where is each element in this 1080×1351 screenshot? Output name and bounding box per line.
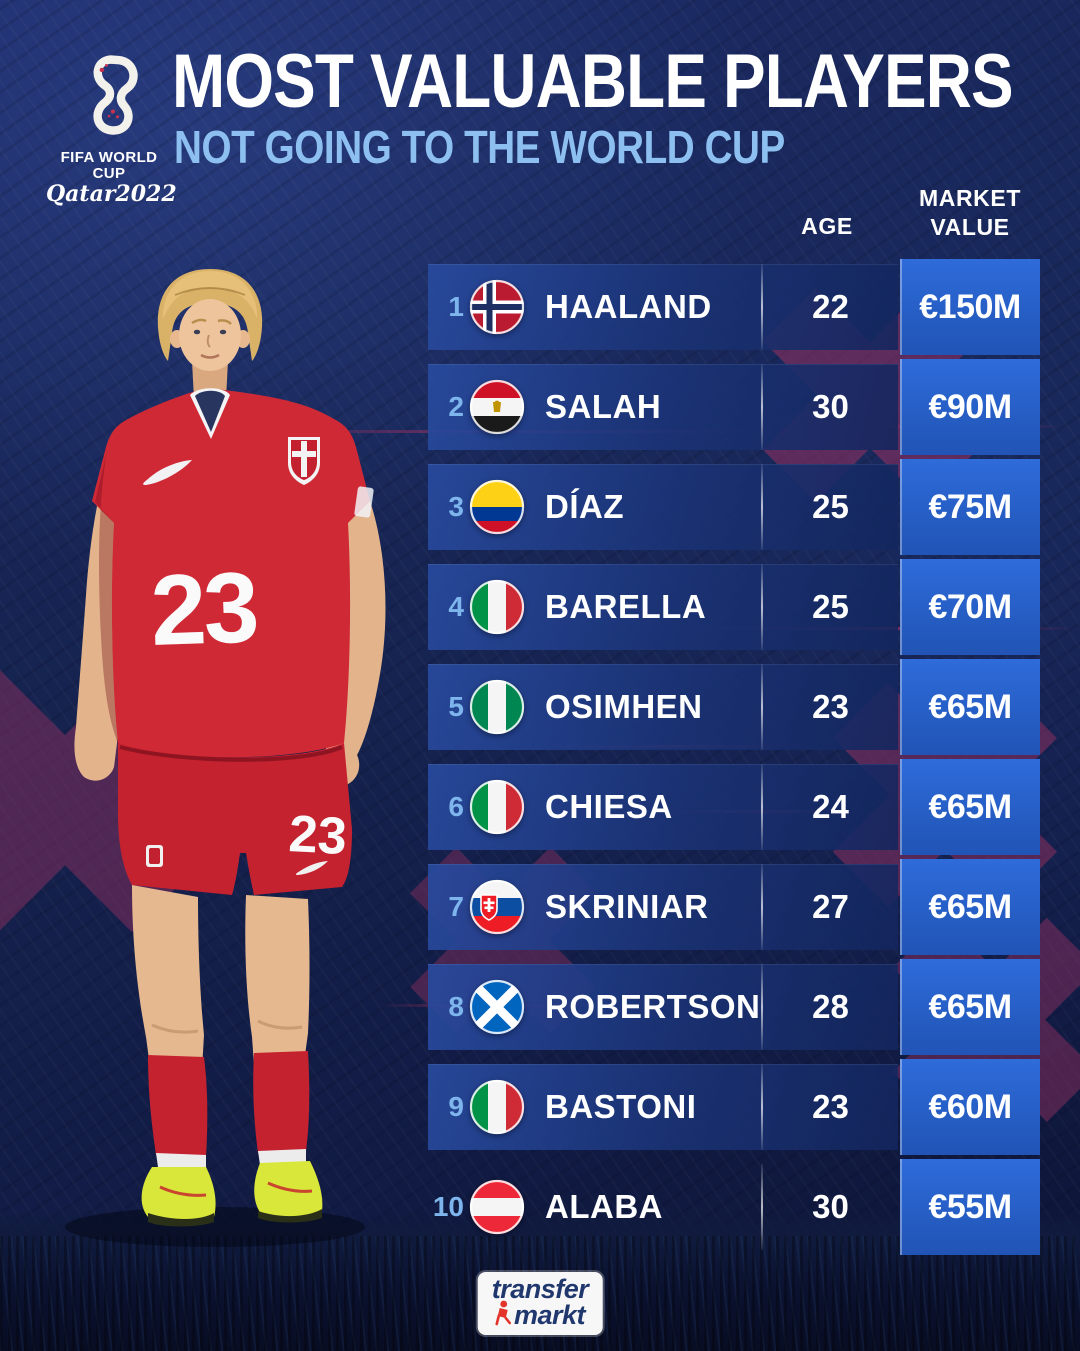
age-value: 23 xyxy=(812,688,849,725)
fifa-world-cup-logo: FIFA WORLD CUP Qatar2022 xyxy=(46,38,177,207)
market-value: €55M xyxy=(928,1187,1012,1226)
brand-word-markt: markt xyxy=(513,1299,586,1330)
rank-label: 10 xyxy=(432,1191,464,1222)
column-header-market-value: MARKET VALUE xyxy=(878,184,1062,242)
column-divider xyxy=(761,564,763,650)
market-value-cell: €65M xyxy=(900,859,1040,955)
table-row: 5 OSIMHEN 23 €65M xyxy=(0,659,1080,755)
page-title: MOST VALUABLE PLAYERS xyxy=(172,39,1014,124)
rank-label: 6 xyxy=(448,791,464,822)
age-value: 24 xyxy=(812,788,849,825)
player-name: BARELLA xyxy=(545,588,707,625)
table-row: 9 BASTONI 23 €60M xyxy=(0,1059,1080,1155)
italy-flag-icon xyxy=(469,579,525,635)
market-value-cell: €90M xyxy=(900,359,1040,455)
market-value-cell: €65M xyxy=(900,759,1040,855)
age-value: 28 xyxy=(812,988,849,1025)
italy-flag-icon xyxy=(469,779,525,835)
market-value: €90M xyxy=(928,387,1012,426)
age-value: 25 xyxy=(812,588,849,625)
column-divider xyxy=(761,1064,763,1150)
market-value: €60M xyxy=(928,1087,1012,1126)
qatar-2022-label: Qatar2022 xyxy=(46,180,177,207)
player-name: HAALAND xyxy=(545,288,712,325)
player-name: DÍAZ xyxy=(545,488,624,525)
rank-label: 3 xyxy=(448,491,464,522)
rank-label: 9 xyxy=(448,1091,464,1122)
age-value: 30 xyxy=(812,1188,849,1225)
player-name: SKRINIAR xyxy=(545,888,709,925)
jersey-number-chest: 23 xyxy=(149,551,258,667)
market-value: €65M xyxy=(928,887,1012,926)
age-value: 23 xyxy=(812,1088,849,1125)
qatar-2022-emblem-icon xyxy=(93,55,138,135)
player-name: ALABA xyxy=(545,1188,663,1225)
market-value-cell: €60M xyxy=(900,1059,1040,1155)
fifa-world-cup-label: FIFA WORLD CUP xyxy=(60,149,158,182)
egypt-flag-icon xyxy=(469,379,525,435)
nigeria-flag-icon xyxy=(469,679,525,735)
market-value: €65M xyxy=(928,687,1012,726)
market-value: €65M xyxy=(928,987,1012,1026)
age-value: 22 xyxy=(812,288,849,325)
market-value-cell: €150M xyxy=(900,259,1040,355)
page-subtitle: NOT GOING TO THE WORLD CUP xyxy=(174,121,785,173)
column-divider xyxy=(761,664,763,750)
market-value-cell: €65M xyxy=(900,959,1040,1055)
age-value: 27 xyxy=(812,888,849,925)
market-value-cell: €65M xyxy=(900,659,1040,755)
italy-flag-icon xyxy=(469,1079,525,1135)
haaland-player-image: 23 23 xyxy=(65,269,386,1247)
column-divider xyxy=(761,764,763,850)
age-value: 30 xyxy=(812,388,849,425)
value-label: VALUE xyxy=(930,213,1010,240)
rank-label: 7 xyxy=(448,891,464,922)
table-row: 6 CHIESA 24 €65M xyxy=(0,759,1080,855)
player-name: ROBERTSON xyxy=(545,988,761,1025)
table-row: 8 ROBERTSON 28 €65M xyxy=(0,959,1080,1055)
age-value: 25 xyxy=(812,488,849,525)
market-label: MARKET xyxy=(919,185,1021,211)
austria-flag-icon xyxy=(469,1179,525,1235)
table-row: 1 HAALAND 22 €150M xyxy=(0,259,1080,355)
market-value-cell: €55M xyxy=(900,1159,1040,1255)
table-row: 4 BARELLA 25 €70M xyxy=(0,559,1080,655)
player-name: BASTONI xyxy=(545,1088,697,1125)
table-row: 10 ALABA 30 €55M xyxy=(0,1159,1080,1255)
transfermarkt-player-icon xyxy=(495,1301,512,1326)
column-divider xyxy=(761,964,763,1050)
column-divider xyxy=(761,864,763,950)
transfermarkt-logo: transfer markt xyxy=(477,1272,603,1336)
player-name: SALAH xyxy=(545,388,662,425)
market-value: €75M xyxy=(928,487,1012,526)
market-value: €65M xyxy=(928,787,1012,826)
column-divider xyxy=(761,464,763,550)
table-row: 3 DÍAZ 25 €75M xyxy=(0,459,1080,555)
column-divider xyxy=(761,264,763,350)
player-name: CHIESA xyxy=(545,788,673,825)
rank-label: 5 xyxy=(448,691,464,722)
jersey-number-shorts: 23 xyxy=(287,805,348,866)
market-value: €70M xyxy=(928,587,1012,626)
rank-label: 4 xyxy=(448,591,464,622)
rank-label: 1 xyxy=(448,291,464,322)
market-value: €150M xyxy=(919,287,1021,326)
rank-label: 8 xyxy=(448,991,464,1022)
table-row: 7 SKRINIAR 27 €65M xyxy=(0,859,1080,955)
norway-flag-icon xyxy=(469,279,525,335)
market-value-cell: €75M xyxy=(900,459,1040,555)
column-divider xyxy=(761,364,763,450)
colombia-flag-icon xyxy=(469,479,525,535)
market-value-cell: €70M xyxy=(900,559,1040,655)
brand-word-transfer: transfer xyxy=(491,1274,589,1304)
column-header-age: AGE xyxy=(801,213,853,239)
rank-label: 2 xyxy=(448,391,464,422)
player-name: OSIMHEN xyxy=(545,688,703,725)
scotland-flag-icon xyxy=(469,979,525,1035)
table-row: 2 SALAH 30 €90M xyxy=(0,359,1080,455)
slovakia-flag-icon xyxy=(469,879,525,935)
column-divider xyxy=(761,1164,763,1250)
